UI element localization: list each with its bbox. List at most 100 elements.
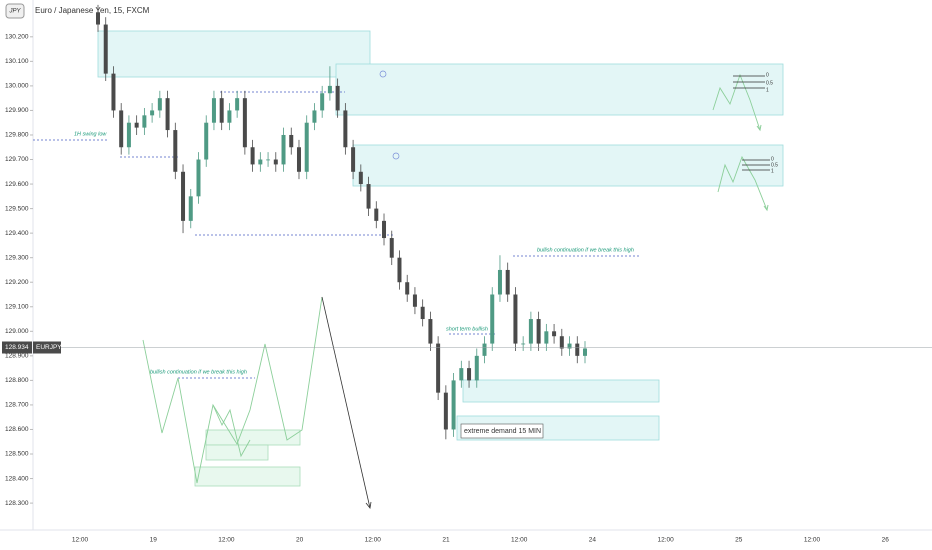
x-tick-label: 25 (735, 537, 743, 544)
annotation: short term bullish (446, 326, 488, 332)
y-tick-label: 129.400 (5, 230, 29, 237)
candle-body (320, 93, 325, 111)
supply-zone (335, 63, 784, 116)
candle-body (173, 130, 178, 172)
fib-label: 1 (766, 87, 769, 93)
candle-body (165, 98, 170, 131)
symbol-icon (5, 3, 25, 19)
x-tick-label: 20 (296, 537, 304, 544)
x-tick-label: 12:00 (511, 537, 528, 544)
fib-label: 0 (766, 72, 769, 78)
y-tick-label: 129.500 (5, 205, 29, 212)
icon (392, 152, 400, 160)
candle-body (497, 269, 502, 295)
candle-body (575, 343, 580, 356)
candle-body (181, 171, 186, 221)
candle-body (157, 98, 162, 111)
projection-sketch (142, 296, 323, 484)
candle-body (335, 85, 340, 111)
x-tick-label: 12:00 (657, 537, 674, 544)
symbol-label: EURJPY (36, 344, 62, 351)
candle-body (436, 343, 441, 393)
y-tick-label: 128.300 (5, 500, 29, 507)
y-tick-label: 129.100 (5, 303, 29, 310)
candle-body (266, 159, 271, 161)
annotation: bullish continuation if we break this hi… (150, 369, 247, 375)
candle-body (242, 98, 247, 148)
candle-body (374, 208, 379, 221)
projection-sketch (212, 404, 251, 458)
fib-sketch (712, 73, 761, 131)
sketch-zone (194, 466, 301, 487)
y-tick-label: 129.000 (5, 328, 29, 335)
candle-body (273, 159, 278, 165)
candle-body (474, 355, 479, 381)
fib-label: 0.5 (771, 162, 778, 168)
y-tick-label: 129.700 (5, 156, 29, 163)
candle-body (150, 110, 155, 116)
candle-body (544, 331, 549, 344)
candle-body (536, 319, 541, 344)
candle-body (428, 319, 433, 344)
candle-body (111, 73, 116, 111)
supply-zone (97, 30, 371, 78)
y-tick-label: 129.600 (5, 181, 29, 188)
price-label: 128.934 (5, 344, 29, 351)
fib-levels (733, 75, 765, 89)
candle-body (235, 98, 240, 111)
candle-body (366, 184, 371, 209)
candle-body (250, 147, 255, 165)
candle-body (412, 294, 417, 307)
level-lines (33, 91, 640, 379)
y-tick-label: 129.900 (5, 107, 29, 114)
x-tick-label: 12:00 (365, 537, 382, 544)
y-tick-label: 128.700 (5, 402, 29, 409)
y-tick-label: 128.600 (5, 426, 29, 433)
y-tick-label: 130.200 (5, 34, 29, 41)
candle-body (119, 110, 124, 148)
x-tick-label: 26 (882, 537, 890, 544)
sketch-zone (205, 429, 301, 446)
candle-body (296, 147, 301, 172)
fib-levels (742, 159, 770, 171)
candle-body (358, 171, 363, 185)
candle-body (351, 147, 356, 172)
fib-sketch (717, 155, 768, 211)
fib-label: 0.5 (766, 80, 773, 86)
candle-body (559, 336, 564, 349)
candle-body (513, 294, 518, 344)
candle-body (482, 343, 487, 356)
annotation: 1H swing low (74, 131, 107, 137)
candle-body (327, 85, 332, 94)
candle-body (420, 306, 425, 320)
sketch-zone (205, 444, 269, 461)
y-tick-label: 128.800 (5, 377, 29, 384)
candle-body (505, 269, 510, 295)
y-tick-label: 128.500 (5, 451, 29, 458)
candle-body (389, 238, 394, 258)
fib-label: 1 (771, 168, 774, 174)
price-label-box (2, 341, 32, 354)
candle-body (583, 348, 587, 356)
candle-body (134, 122, 139, 128)
candle-body (490, 294, 495, 344)
symbol-label-box (33, 341, 61, 354)
candle-body (467, 368, 472, 381)
candle-body (289, 134, 294, 148)
arrow-head (365, 501, 372, 509)
annotation: extreme demand 15 MIN (464, 428, 541, 435)
candle-body (188, 196, 193, 221)
candle-body (227, 110, 232, 123)
y-tick-label: 129.200 (5, 279, 29, 286)
candle-body (567, 343, 572, 349)
candle-body (281, 134, 286, 165)
drawings: 0 0.5 1 0 0.5 1 1H swing low bullish con… (33, 30, 784, 509)
candle-body (528, 319, 533, 344)
candle-body (312, 110, 317, 123)
candle-body (405, 282, 410, 295)
candle-body (304, 122, 309, 172)
candle-body (521, 343, 526, 345)
y-tick-label: 128.400 (5, 475, 29, 482)
supply-zone (352, 144, 784, 187)
